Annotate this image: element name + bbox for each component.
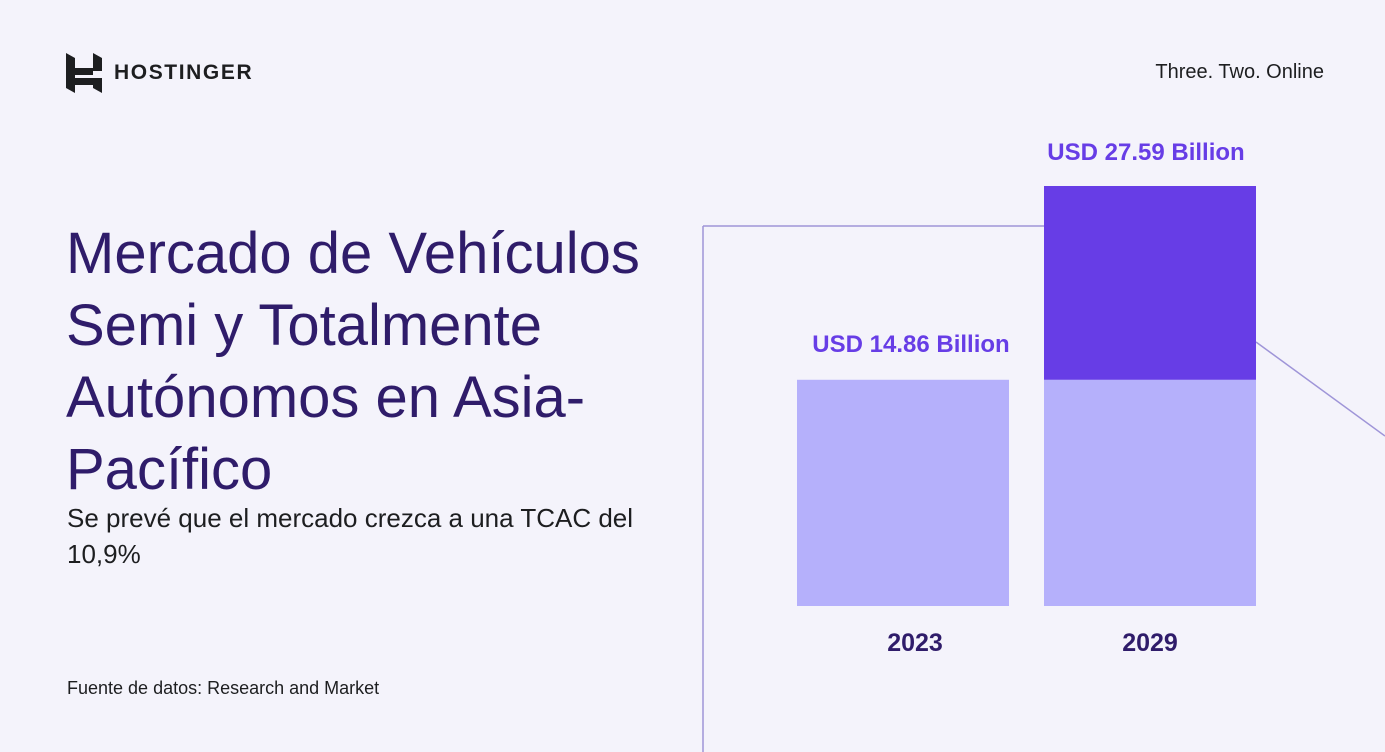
category-label-2023: 2023 — [887, 629, 943, 657]
subtitle: Se prevé que el mercado crezca a una TCA… — [67, 503, 634, 569]
data-source: Fuente de datos: Research and Market — [67, 678, 380, 698]
value-label-2023: USD 14.86 Billion — [812, 331, 1009, 358]
bar-2029-growth-segment — [1044, 186, 1256, 380]
tagline: Three. Two. Online — [1155, 61, 1324, 83]
bar-2023 — [797, 379, 1009, 606]
bar-2029-base-segment — [1044, 379, 1256, 606]
page-title: Mercado de Vehículos Semi y Totalmente A… — [66, 221, 640, 502]
value-label-2029: USD 27.59 Billion — [1047, 139, 1244, 166]
frame-line-diagonal — [1255, 341, 1385, 437]
hostinger-logo-icon — [66, 53, 102, 93]
category-label-2029: 2029 — [1122, 629, 1178, 657]
brand: HOSTINGER — [66, 53, 253, 93]
brand-name: HOSTINGER — [114, 61, 254, 84]
